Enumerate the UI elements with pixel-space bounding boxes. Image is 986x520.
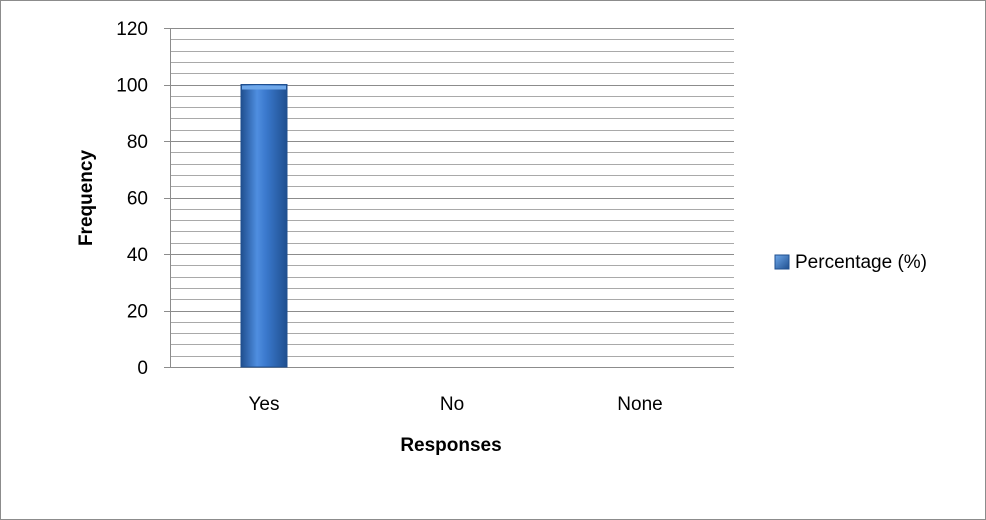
y-tick-labels: 0 20 40 60 80 100 120 xyxy=(116,19,170,379)
y-tick-label: 100 xyxy=(116,76,148,97)
legend: Percentage (%) xyxy=(774,252,927,273)
x-axis-title: Responses xyxy=(400,435,501,456)
y-tick-label: 80 xyxy=(127,132,148,153)
legend-label: Percentage (%) xyxy=(795,252,927,273)
x-tick-label: None xyxy=(617,394,662,415)
y-tick-label: 120 xyxy=(116,19,148,40)
x-tick-labels: Yes No None xyxy=(249,394,663,415)
x-tick-label: Yes xyxy=(249,394,280,415)
y-tick-label: 60 xyxy=(127,189,148,210)
bar xyxy=(240,84,288,368)
x-tick-label: No xyxy=(440,394,464,415)
legend-swatch xyxy=(774,254,790,270)
y-tick-label: 20 xyxy=(127,302,148,323)
y-tick-label: 0 xyxy=(137,358,148,379)
bar-top-highlight xyxy=(242,85,286,90)
bars xyxy=(240,84,288,368)
y-tick-label: 40 xyxy=(127,245,148,266)
y-axis-title: Frequency xyxy=(76,150,97,247)
